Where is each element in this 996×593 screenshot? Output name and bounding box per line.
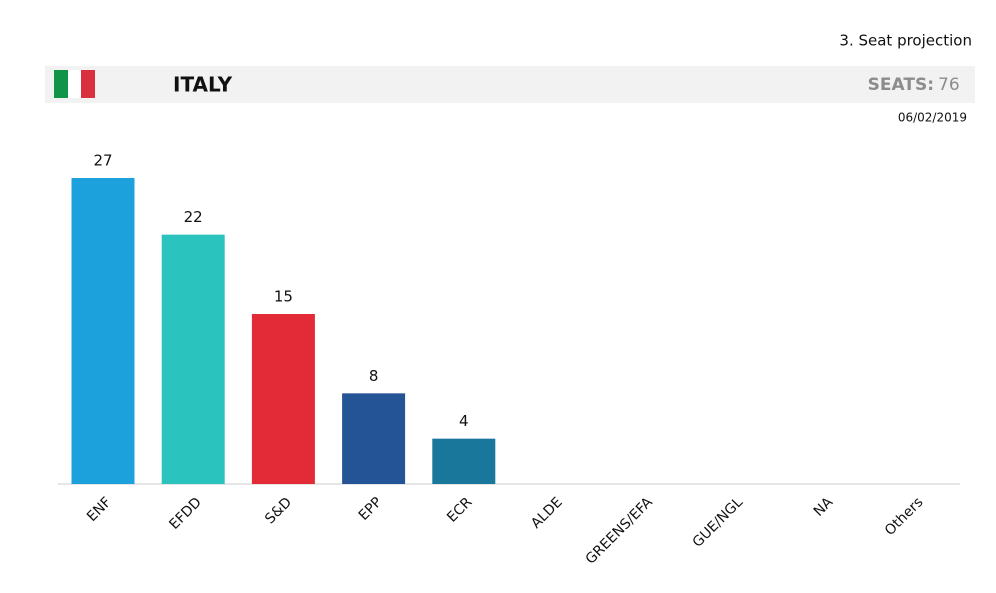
x-tick-label: EPP [356,494,386,524]
data-label: 4 [459,412,469,430]
bar [251,314,315,484]
data-label: 27 [93,152,112,170]
bar [432,438,496,484]
data-label: 22 [184,208,203,226]
flag [54,70,95,98]
x-tick-label: Others [882,494,927,539]
bar [71,178,135,484]
bar [342,393,406,484]
x-tick-label: NA [811,494,837,520]
country-title: ITALY [173,73,233,97]
x-tick-label: ALDE [528,494,565,531]
subtitle: 3. Seat projection [839,32,972,50]
bar [161,234,225,484]
seats-label: SEATS: [868,75,934,95]
x-tick-label: ECR [444,494,476,526]
data-label: 8 [369,367,379,385]
data-label: 15 [274,288,293,306]
date: 06/02/2019 [898,111,967,125]
x-tick-label: GUE/NGL [690,494,747,551]
x-tick-label: S&D [262,494,295,527]
header-bar [45,66,975,103]
x-tick-label: ENF [84,494,115,525]
x-tick-label: EFDD [166,494,205,533]
seats-total: 76 [938,75,960,95]
x-tick-label: GREENS/EFA [583,494,657,568]
